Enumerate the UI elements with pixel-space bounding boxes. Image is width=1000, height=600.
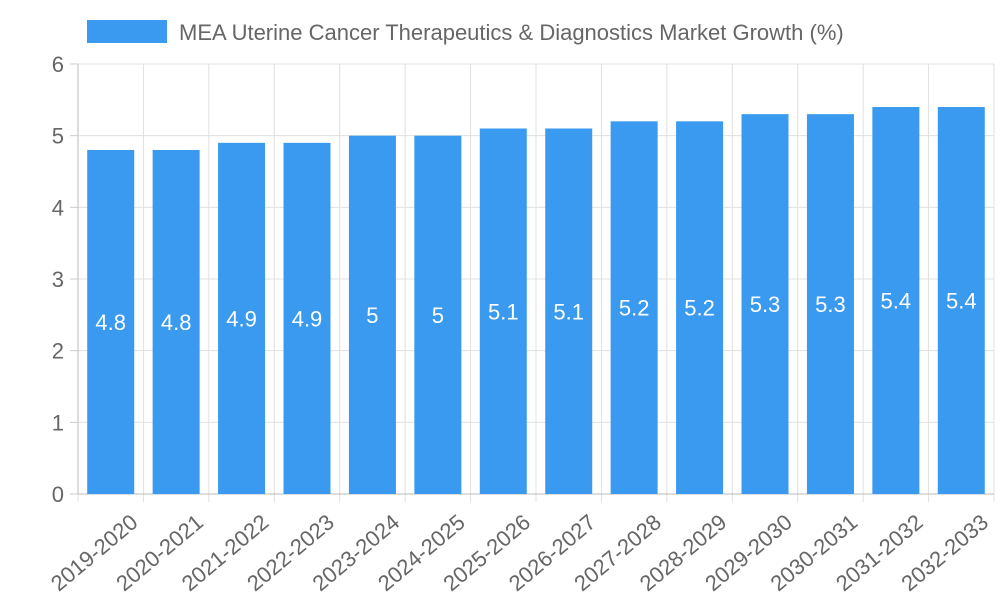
bar[interactable] [152, 150, 200, 494]
bar-value-label: 5.3 [815, 292, 846, 317]
bar[interactable] [545, 128, 593, 495]
y-tick-label: 0 [52, 482, 64, 507]
bar[interactable] [87, 150, 135, 494]
bar-value-label: 4.9 [292, 306, 323, 331]
bar[interactable] [218, 142, 266, 495]
y-tick-label: 1 [52, 410, 64, 435]
y-tick-label: 4 [52, 195, 64, 220]
bar[interactable] [283, 142, 331, 495]
bar[interactable] [872, 107, 920, 494]
bar[interactable] [806, 114, 854, 495]
bar[interactable] [676, 121, 724, 494]
bars [87, 107, 985, 495]
data-labels: 4.8 4.8 4.9 4.9 5 5 5.1 5.1 5.2 5.2 5.3 5.3 5.4 5.4 [95, 289, 976, 336]
bar-value-label: 4.8 [95, 310, 126, 335]
bar-value-label: 5.3 [750, 292, 781, 317]
bar-value-label: 5.4 [946, 289, 977, 314]
legend[interactable]: MEA Uterine Cancer Therapeutics & Diagno… [87, 20, 844, 45]
bar[interactable] [741, 114, 789, 495]
y-tick-label: 6 [52, 52, 64, 77]
bar[interactable] [414, 135, 462, 494]
y-tick-label: 2 [52, 339, 64, 364]
bar-value-label: 5.1 [488, 299, 519, 324]
bar[interactable] [479, 128, 527, 495]
grid-lines [77, 63, 995, 502]
legend-label[interactable]: MEA Uterine Cancer Therapeutics & Diagno… [179, 20, 844, 45]
bar[interactable] [348, 135, 396, 494]
bar[interactable] [610, 121, 658, 494]
bar-value-label: 4.8 [161, 310, 192, 335]
bar-value-label: 5.1 [553, 299, 584, 324]
bar-value-label: 5 [432, 303, 444, 328]
legend-swatch[interactable] [87, 20, 167, 43]
y-axis-ticks: 0 1 2 3 4 5 6 [52, 52, 78, 507]
bar-value-label: 5.2 [619, 296, 650, 321]
y-tick-label: 3 [52, 267, 64, 292]
bar-value-label: 5.2 [684, 296, 715, 321]
y-tick-label: 5 [52, 124, 64, 149]
bar[interactable] [937, 107, 985, 494]
bar-value-label: 5 [366, 303, 378, 328]
bar-value-label: 4.9 [226, 306, 257, 331]
bar-value-label: 5.4 [881, 289, 912, 314]
x-axis-ticks: 2019-20202020-20212021-20222022-20232023… [46, 509, 993, 596]
